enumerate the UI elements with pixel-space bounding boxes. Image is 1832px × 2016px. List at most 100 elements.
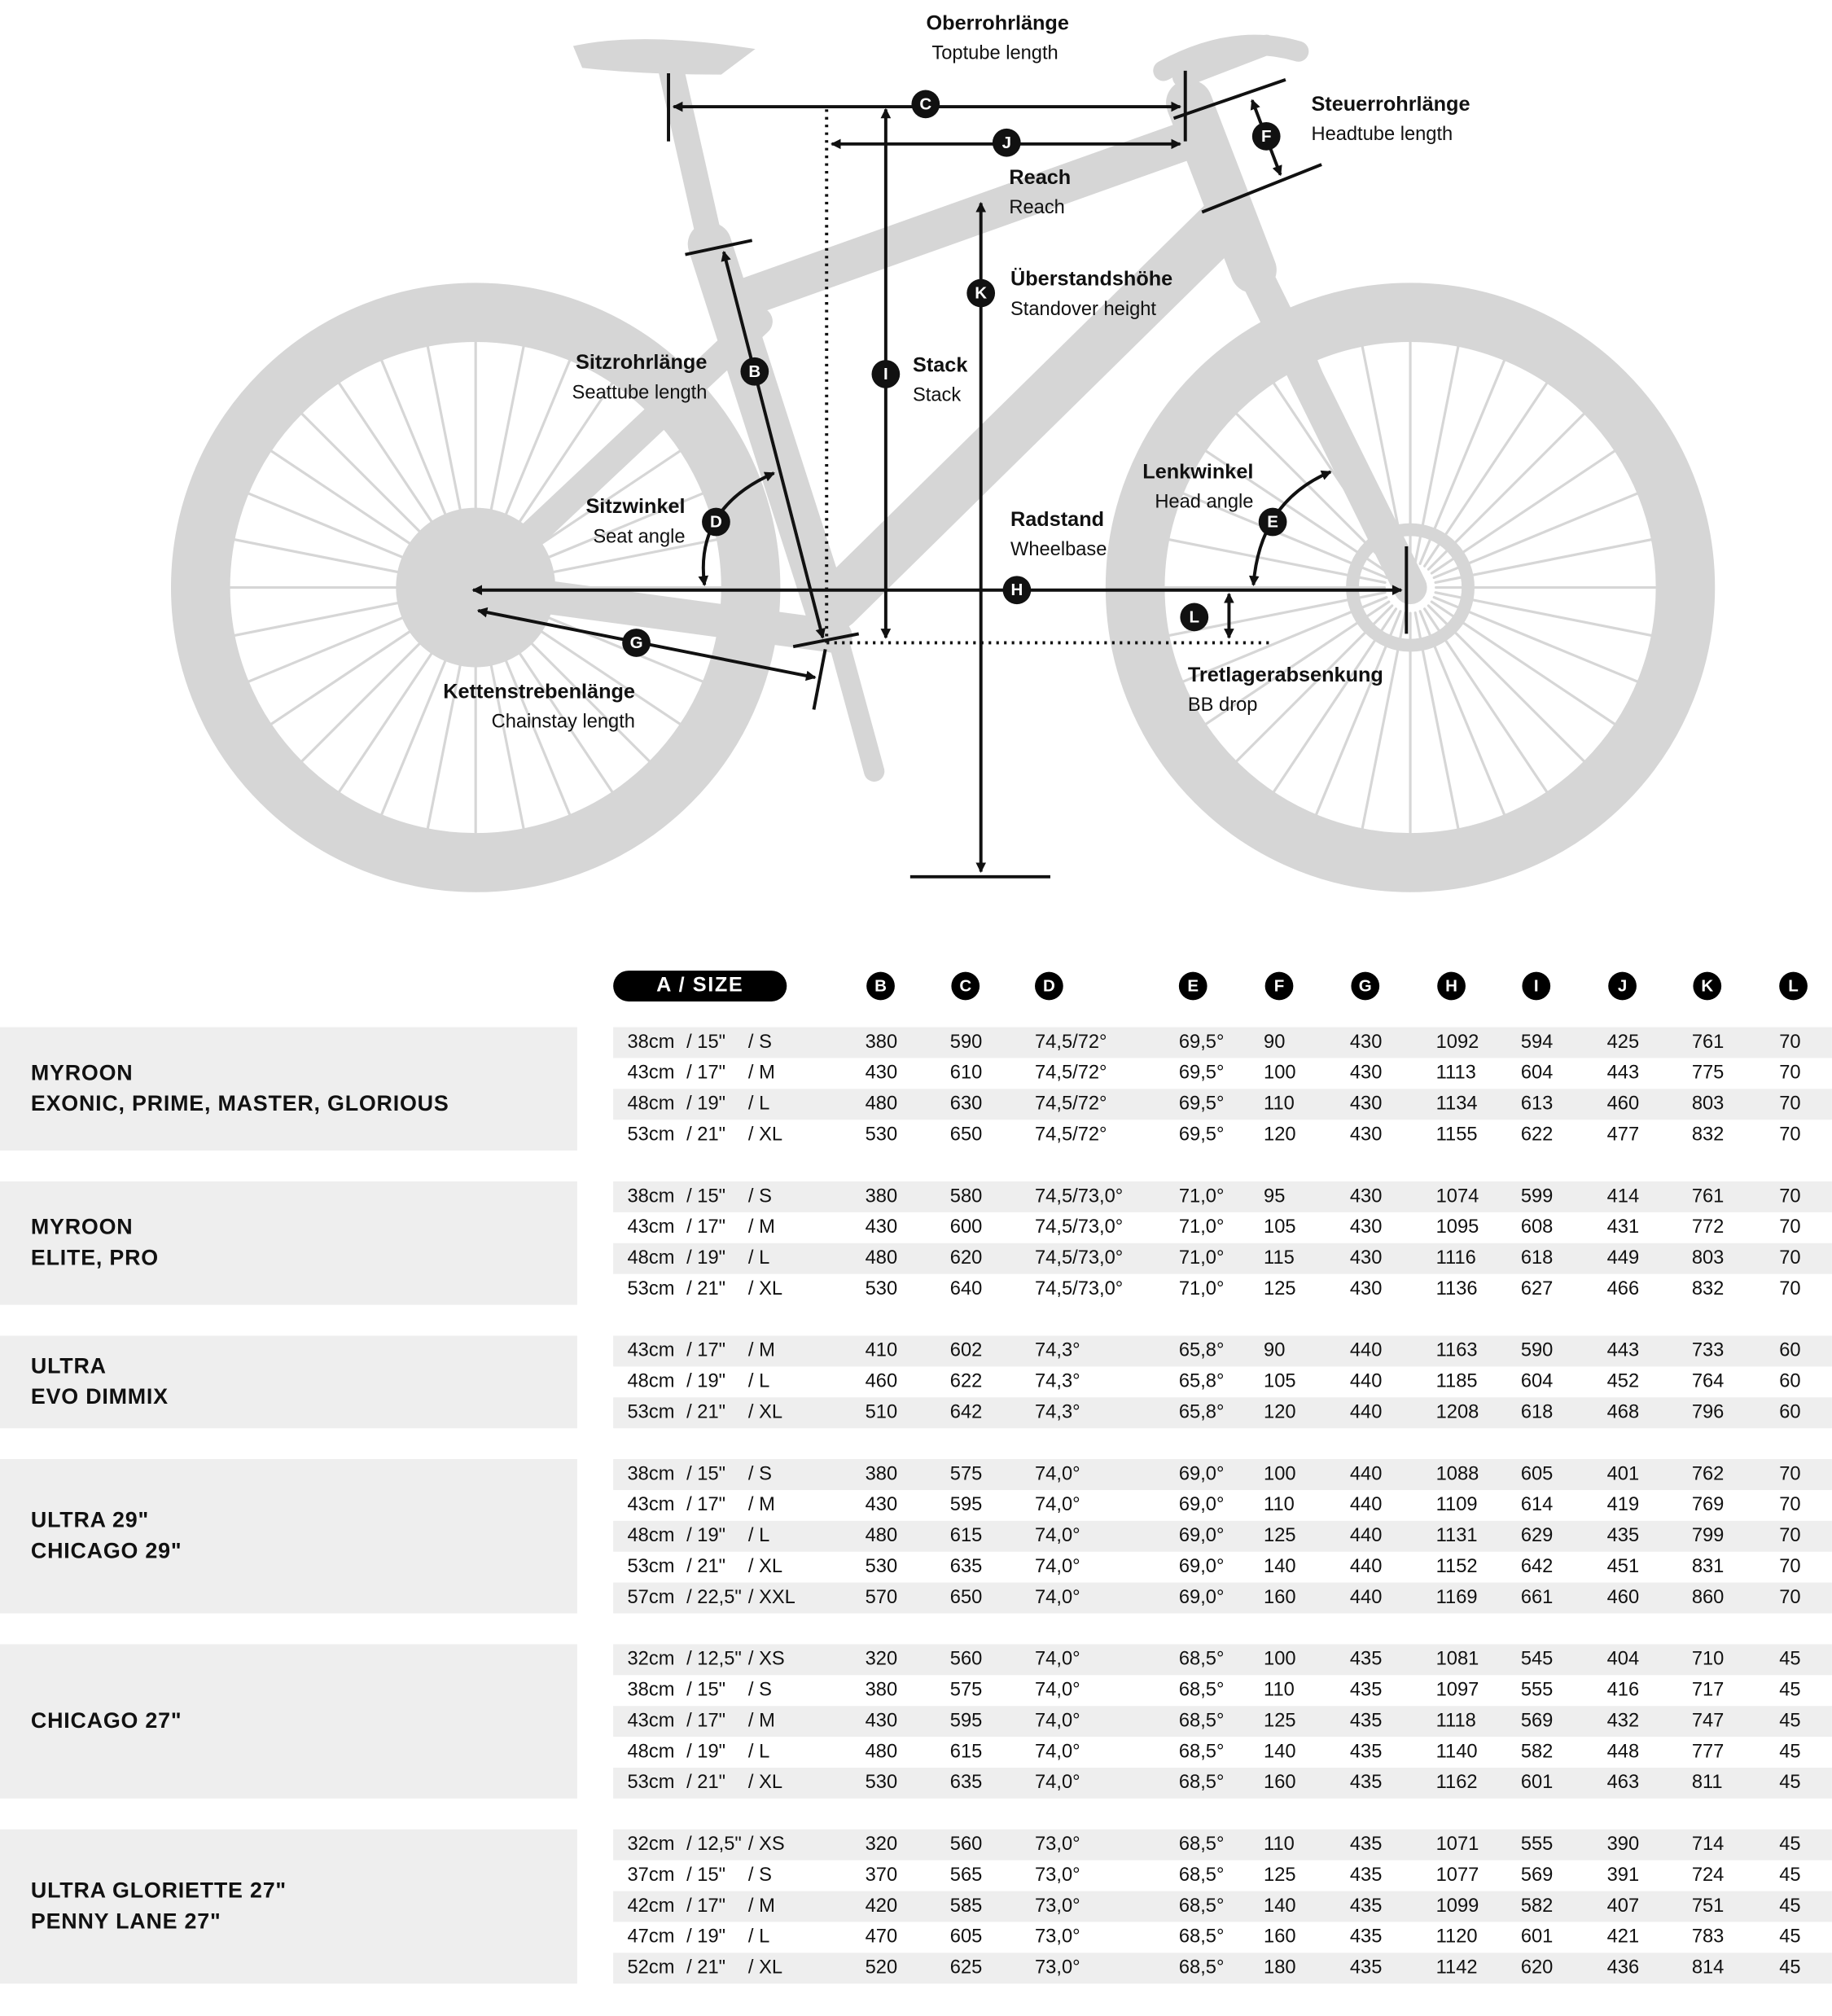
column-header-F: F xyxy=(1264,971,1294,1001)
cell-L: 45 xyxy=(1779,1709,1801,1732)
cell-C: 595 xyxy=(949,1493,983,1516)
badge-letter-C: C xyxy=(919,94,931,113)
cell-B: 480 xyxy=(865,1247,898,1269)
cell-G: 440 xyxy=(1349,1586,1383,1609)
table-row: 43cm / 17" / M 430 600 74,5/73,0° 71,0° 105 430 1… xyxy=(613,1212,1832,1243)
cell-K: 803 xyxy=(1691,1093,1725,1115)
cell-D: 74,0° xyxy=(1035,1709,1080,1732)
cell-D: 74,0° xyxy=(1035,1555,1080,1578)
model-name-line: CHICAGO 27" xyxy=(30,1708,182,1733)
size-size: / S xyxy=(747,1031,772,1054)
size-inch: / 19" xyxy=(686,1740,726,1763)
cell-H: 1109 xyxy=(1435,1493,1478,1516)
cell-E: 68,5° xyxy=(1178,1648,1225,1670)
table-row: 38cm / 15" / S 380 575 74,0° 69,0° 100 440 1088 60… xyxy=(613,1459,1832,1490)
size-inch: / 19" xyxy=(686,1524,726,1547)
badge-letter-L: L xyxy=(1190,607,1200,626)
cell-E: 71,0° xyxy=(1178,1216,1225,1238)
cell-K: 724 xyxy=(1691,1864,1725,1887)
cell-I: 629 xyxy=(1520,1524,1554,1547)
cell-G: 430 xyxy=(1349,1123,1383,1146)
label-C-en: Toptube length xyxy=(931,43,1058,64)
cell-F: 100 xyxy=(1264,1462,1296,1485)
down-tube xyxy=(809,192,1254,630)
cell-J: 468 xyxy=(1606,1401,1640,1423)
cell-D: 74,5/73,0° xyxy=(1035,1247,1124,1269)
cell-I: 627 xyxy=(1520,1278,1554,1300)
cell-G: 435 xyxy=(1349,1895,1383,1917)
model-group-label: MYROON ELITE, PRO xyxy=(0,1181,577,1305)
badge-letter-K: K xyxy=(975,283,987,302)
cell-E: 68,5° xyxy=(1178,1957,1225,1979)
cell-J: 463 xyxy=(1606,1771,1640,1794)
model-name-line: MYROON xyxy=(30,1215,134,1240)
cell-G: 430 xyxy=(1349,1216,1383,1238)
cell-L: 70 xyxy=(1779,1031,1801,1054)
cell-D: 74,0° xyxy=(1035,1648,1080,1670)
cell-E: 71,0° xyxy=(1178,1247,1225,1269)
cell-K: 811 xyxy=(1691,1771,1723,1794)
cell-B: 530 xyxy=(865,1123,898,1146)
cell-L: 45 xyxy=(1779,1926,1801,1948)
size-inch: / 12,5" xyxy=(686,1648,742,1670)
cell-K: 769 xyxy=(1691,1493,1725,1516)
cell-F: 105 xyxy=(1264,1370,1296,1392)
bike-geometry-diagram: C J F K B I D E H L G Oberrohrlänge Toptube length… xyxy=(170,11,1716,892)
size-inch: / 15" xyxy=(686,1031,726,1054)
cell-B: 320 xyxy=(865,1833,898,1856)
cell-D: 74,0° xyxy=(1035,1740,1080,1763)
cell-F: 110 xyxy=(1264,1679,1295,1701)
cell-L: 70 xyxy=(1779,1555,1801,1578)
cell-D: 74,0° xyxy=(1035,1524,1080,1547)
cell-E: 69,5° xyxy=(1178,1062,1225,1085)
size-cm: 53cm xyxy=(627,1123,675,1146)
size-cm: 53cm xyxy=(627,1278,675,1300)
table-row: 42cm / 17" / M 420 585 73,0° 68,5° 140 435 1099 58… xyxy=(613,1891,1832,1922)
cell-I: 661 xyxy=(1520,1586,1554,1609)
cell-D: 74,5/72° xyxy=(1035,1031,1107,1054)
label-H-en: Wheelbase xyxy=(1010,539,1107,560)
crank xyxy=(825,620,885,782)
cell-J: 432 xyxy=(1606,1709,1640,1732)
cell-B: 480 xyxy=(865,1524,898,1547)
cell-I: 601 xyxy=(1520,1926,1554,1948)
cell-G: 440 xyxy=(1349,1555,1383,1578)
cell-C: 560 xyxy=(949,1833,983,1856)
cell-D: 74,5/73,0° xyxy=(1035,1185,1124,1207)
cell-B: 510 xyxy=(865,1401,898,1423)
cell-B: 480 xyxy=(865,1093,898,1115)
cell-H: 1131 xyxy=(1435,1524,1478,1547)
cell-G: 435 xyxy=(1349,1833,1383,1856)
cell-L: 70 xyxy=(1779,1185,1801,1207)
cell-E: 65,8° xyxy=(1178,1370,1225,1392)
size-inch: / 15" xyxy=(686,1864,726,1887)
model-name: MYROON EXONIC, PRIME, MASTER, GLORIOUS xyxy=(31,1058,449,1120)
cell-C: 565 xyxy=(949,1864,983,1887)
label-J-de: Reach xyxy=(1009,166,1071,189)
model-group-label: ULTRA 29" CHICAGO 29" xyxy=(0,1459,577,1614)
cell-K: 751 xyxy=(1691,1895,1725,1917)
cell-J: 451 xyxy=(1606,1555,1640,1578)
table-row: 43cm / 17" / M 430 595 74,0° 69,0° 110 440 1109 61… xyxy=(613,1490,1832,1521)
cell-J: 431 xyxy=(1606,1216,1640,1238)
model-name-line: MYROON xyxy=(30,1060,134,1085)
cell-I: 605 xyxy=(1520,1462,1554,1485)
cell-K: 796 xyxy=(1691,1401,1725,1423)
cell-E: 71,0° xyxy=(1178,1278,1225,1300)
cell-E: 68,5° xyxy=(1178,1833,1225,1856)
cell-C: 560 xyxy=(949,1648,983,1670)
cell-E: 69,5° xyxy=(1178,1031,1225,1054)
size-cm: 52cm xyxy=(627,1957,675,1979)
cell-D: 74,5/72° xyxy=(1035,1093,1107,1115)
size-size: / XL xyxy=(747,1401,783,1423)
cell-H: 1120 xyxy=(1435,1926,1478,1948)
label-H-de: Radstand xyxy=(1010,508,1104,531)
cell-C: 595 xyxy=(949,1709,983,1732)
cell-I: 613 xyxy=(1520,1093,1554,1115)
cell-K: 803 xyxy=(1691,1247,1725,1269)
badge-letter-I: I xyxy=(883,365,888,383)
label-F-de: Steuerrohrlänge xyxy=(1311,93,1470,116)
size-inch: / 21" xyxy=(686,1401,726,1423)
label-B-de: Sitzrohrlänge xyxy=(576,351,707,374)
label-C-de: Oberrohrlänge xyxy=(927,11,1069,34)
